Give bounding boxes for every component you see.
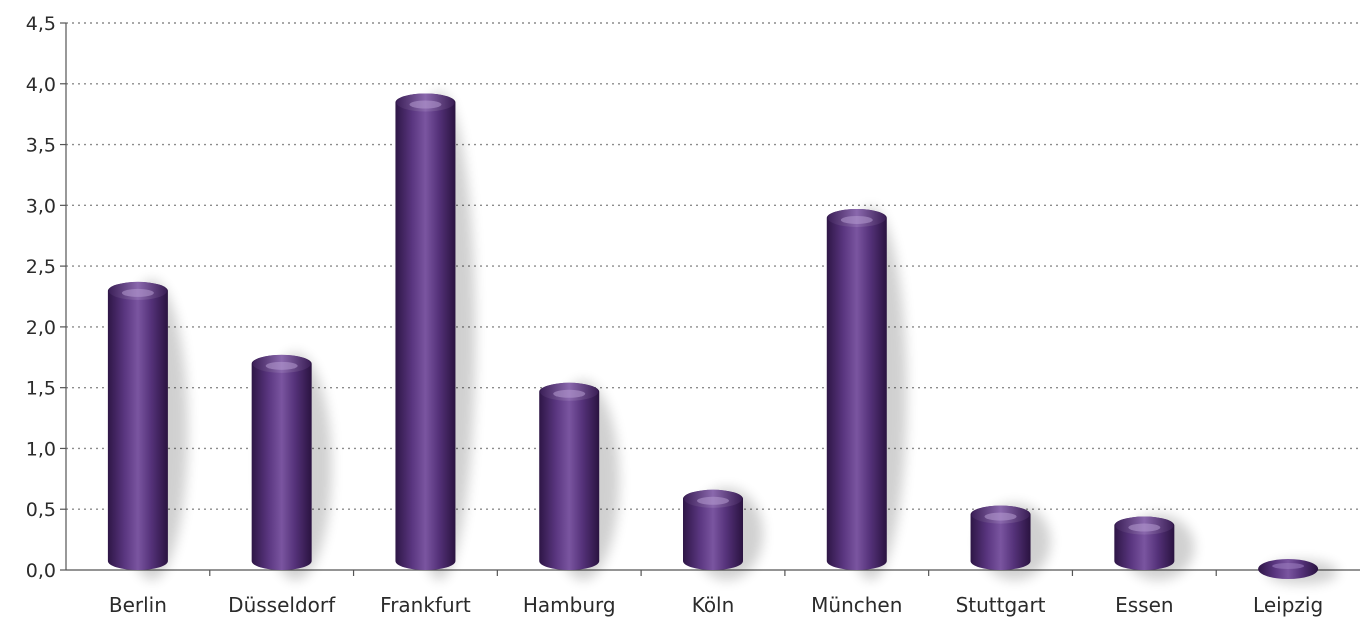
x-category-label: Stuttgart <box>956 593 1046 617</box>
x-category-label: Düsseldorf <box>228 593 336 617</box>
x-category-label: Leipzig <box>1253 593 1323 617</box>
bar-essen <box>1114 514 1195 580</box>
y-tick-label: 4,0 <box>26 74 56 96</box>
bar-body <box>826 208 887 571</box>
bar-leipzig <box>1258 559 1339 585</box>
y-tick-label: 0,0 <box>26 560 56 582</box>
bar-berlin <box>107 279 188 580</box>
bar-frankfurt <box>395 91 476 581</box>
x-category-label: Essen <box>1115 593 1173 617</box>
x-category-label: Hamburg <box>523 593 616 617</box>
y-tick-label: 2,5 <box>26 256 56 278</box>
bar-cap-highlight <box>984 512 1017 521</box>
x-category-label: Berlin <box>109 593 167 617</box>
y-axis-ticks: 0,0 0,5 1,0 1,5 2,0 2,5 3,0 3,5 4,0 4,5 <box>26 13 56 582</box>
bar-düsseldorf <box>251 352 332 580</box>
bar-body <box>683 489 743 570</box>
bar-cap-highlight <box>409 100 442 109</box>
x-category-label: Frankfurt <box>380 593 471 617</box>
y-tick-label: 1,0 <box>26 438 56 460</box>
x-category-label: München <box>811 593 902 617</box>
bar-body <box>107 281 168 570</box>
bar-body <box>395 93 456 570</box>
bar-münchen <box>826 206 907 581</box>
bar-cap-highlight <box>697 496 729 505</box>
bar-cap <box>1272 563 1305 569</box>
bar-body <box>251 354 312 570</box>
y-tick-label: 2,0 <box>26 317 56 339</box>
bar-cap-highlight <box>121 288 154 297</box>
bars <box>107 91 1339 585</box>
bar-hamburg <box>539 380 620 580</box>
y-tick-label: 4,5 <box>26 13 56 35</box>
x-category-label: Köln <box>692 593 735 617</box>
bar-cap-highlight <box>265 361 298 370</box>
bar-stuttgart <box>970 503 1051 580</box>
y-tick-label: 3,5 <box>26 135 56 157</box>
bar-köln <box>683 487 763 580</box>
bar-body <box>539 382 600 570</box>
y-tick-label: 0,5 <box>26 499 56 521</box>
bar-cap-highlight <box>553 389 586 398</box>
x-axis-labels: Berlin Düsseldorf Frankfurt Hamburg Köln Münc… <box>109 593 1323 617</box>
y-tick-label: 3,0 <box>26 195 56 217</box>
bar-cap-highlight <box>1128 523 1161 532</box>
y-tick-label: 1,5 <box>26 378 56 400</box>
bar-cap-highlight <box>840 215 873 224</box>
